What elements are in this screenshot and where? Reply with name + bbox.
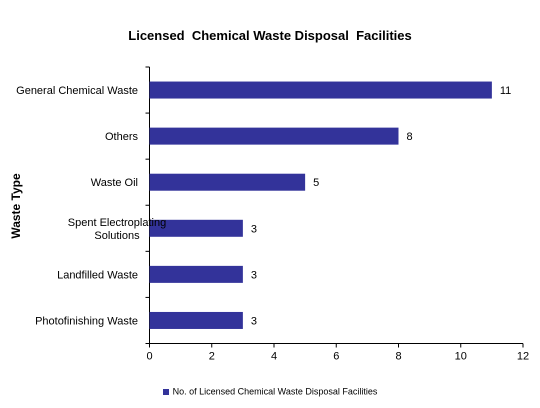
category-label-line: General Chemical Waste (16, 85, 138, 97)
x-tick-label: 4 (271, 351, 277, 363)
x-tick-label: 10 (455, 351, 467, 363)
data-label: 8 (407, 131, 413, 143)
bar (149, 173, 306, 191)
category-label: Waste Oil (91, 177, 138, 189)
data-label: 3 (251, 315, 257, 327)
chart-title: Licensed Chemical Waste Disposal Facilit… (128, 28, 412, 43)
bar (149, 81, 492, 99)
legend: No. of Licensed Chemical Waste Disposal … (0, 386, 540, 397)
legend-label: No. of Licensed Chemical Waste Disposal … (172, 386, 378, 397)
category-label: Photofinishing Waste (35, 315, 138, 327)
x-tick-label: 2 (209, 351, 215, 363)
category-label: Landfilled Waste (57, 269, 138, 281)
x-tick-label: 8 (395, 351, 401, 363)
category-label: Others (105, 131, 139, 143)
bar (149, 265, 243, 283)
legend-swatch (162, 388, 169, 395)
data-label: 5 (313, 177, 319, 189)
x-tick-label: 12 (517, 351, 529, 363)
category-label-line: Landfilled Waste (57, 269, 138, 281)
category-label-line: Photofinishing Waste (35, 315, 138, 327)
bar (149, 127, 399, 145)
data-label: 3 (251, 269, 257, 281)
x-tick-label: 0 (146, 351, 152, 363)
data-label: 11 (500, 85, 511, 97)
data-label: 3 (251, 223, 257, 235)
category-label-line: Solutions (94, 230, 140, 242)
x-tick-label: 6 (333, 351, 339, 363)
category-label: General Chemical Waste (16, 85, 138, 97)
category-label-line: Waste Oil (91, 177, 138, 189)
category-label-line: Others (105, 131, 139, 143)
bar (149, 311, 243, 329)
y-axis-title: Waste Type (9, 173, 23, 239)
plot-area: 0 2 4 6 8 10 12 11 General Chemical Waste 8 Others… (16, 66, 529, 363)
category-label-line: Spent Electroplating (68, 217, 166, 229)
category-label: Spent Electroplating Solutions (68, 217, 166, 242)
bar (149, 219, 243, 237)
